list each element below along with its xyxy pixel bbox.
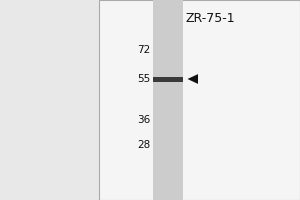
- Text: ZR-75-1: ZR-75-1: [185, 12, 235, 25]
- Text: 72: 72: [137, 45, 150, 55]
- Text: 36: 36: [137, 115, 150, 125]
- Bar: [153, 0, 183, 200]
- Polygon shape: [188, 74, 198, 84]
- Text: 55: 55: [137, 74, 150, 84]
- Bar: [99, 0, 300, 200]
- Text: 28: 28: [137, 140, 150, 150]
- Bar: [0, 0, 99, 200]
- Bar: [153, 76, 183, 82]
